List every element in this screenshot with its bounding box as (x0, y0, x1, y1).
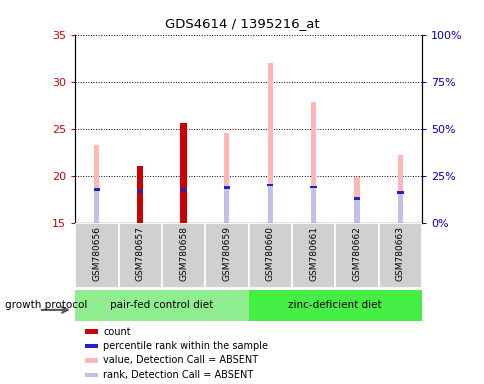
Bar (266, 184, 273, 187)
Bar (267, 63, 272, 223)
Bar (75, 223, 118, 288)
Bar (397, 155, 402, 223)
Bar (223, 187, 230, 189)
Text: zinc-deficient diet: zinc-deficient diet (288, 300, 381, 310)
Bar (397, 193, 402, 223)
Bar (354, 198, 359, 223)
Text: GSM780659: GSM780659 (222, 226, 231, 281)
Bar (310, 187, 316, 223)
Bar (136, 166, 143, 223)
Bar (334, 223, 378, 288)
Bar (354, 177, 359, 223)
Text: rank, Detection Call = ABSENT: rank, Detection Call = ABSENT (103, 370, 253, 380)
Text: value, Detection Call = ABSENT: value, Detection Call = ABSENT (103, 356, 257, 366)
Bar (248, 223, 291, 288)
Bar (85, 358, 97, 363)
Bar (137, 166, 142, 223)
Bar (224, 133, 229, 223)
Text: GSM780663: GSM780663 (395, 226, 404, 281)
Bar (85, 329, 97, 334)
Bar (353, 197, 360, 200)
Text: GSM780662: GSM780662 (352, 226, 361, 281)
Bar (180, 189, 186, 191)
Text: count: count (103, 327, 130, 337)
Bar (75, 290, 248, 321)
Bar (378, 223, 421, 288)
Bar (94, 145, 99, 223)
Bar (85, 344, 97, 348)
Text: percentile rank within the sample: percentile rank within the sample (103, 341, 268, 351)
Text: GSM780656: GSM780656 (92, 226, 101, 281)
Bar (180, 123, 186, 223)
Text: GSM780660: GSM780660 (265, 226, 274, 281)
Text: GSM780658: GSM780658 (179, 226, 188, 281)
Bar (248, 290, 421, 321)
Bar (205, 223, 248, 288)
Bar (310, 102, 316, 223)
Bar (85, 372, 97, 377)
Text: GDS4614 / 1395216_at: GDS4614 / 1395216_at (165, 17, 319, 30)
Bar (267, 185, 272, 223)
Bar (310, 185, 316, 189)
Bar (136, 190, 143, 193)
Bar (291, 223, 334, 288)
Bar (181, 123, 186, 223)
Bar (94, 190, 99, 223)
Bar (181, 190, 186, 223)
Text: GSM780661: GSM780661 (308, 226, 318, 281)
Text: growth protocol: growth protocol (5, 300, 87, 310)
Text: pair-fed control diet: pair-fed control diet (110, 300, 213, 310)
Bar (396, 191, 403, 194)
Bar (137, 192, 142, 223)
Bar (93, 189, 100, 191)
Bar (118, 223, 162, 288)
Text: GSM780657: GSM780657 (136, 226, 144, 281)
Bar (162, 223, 205, 288)
Bar (224, 188, 229, 223)
